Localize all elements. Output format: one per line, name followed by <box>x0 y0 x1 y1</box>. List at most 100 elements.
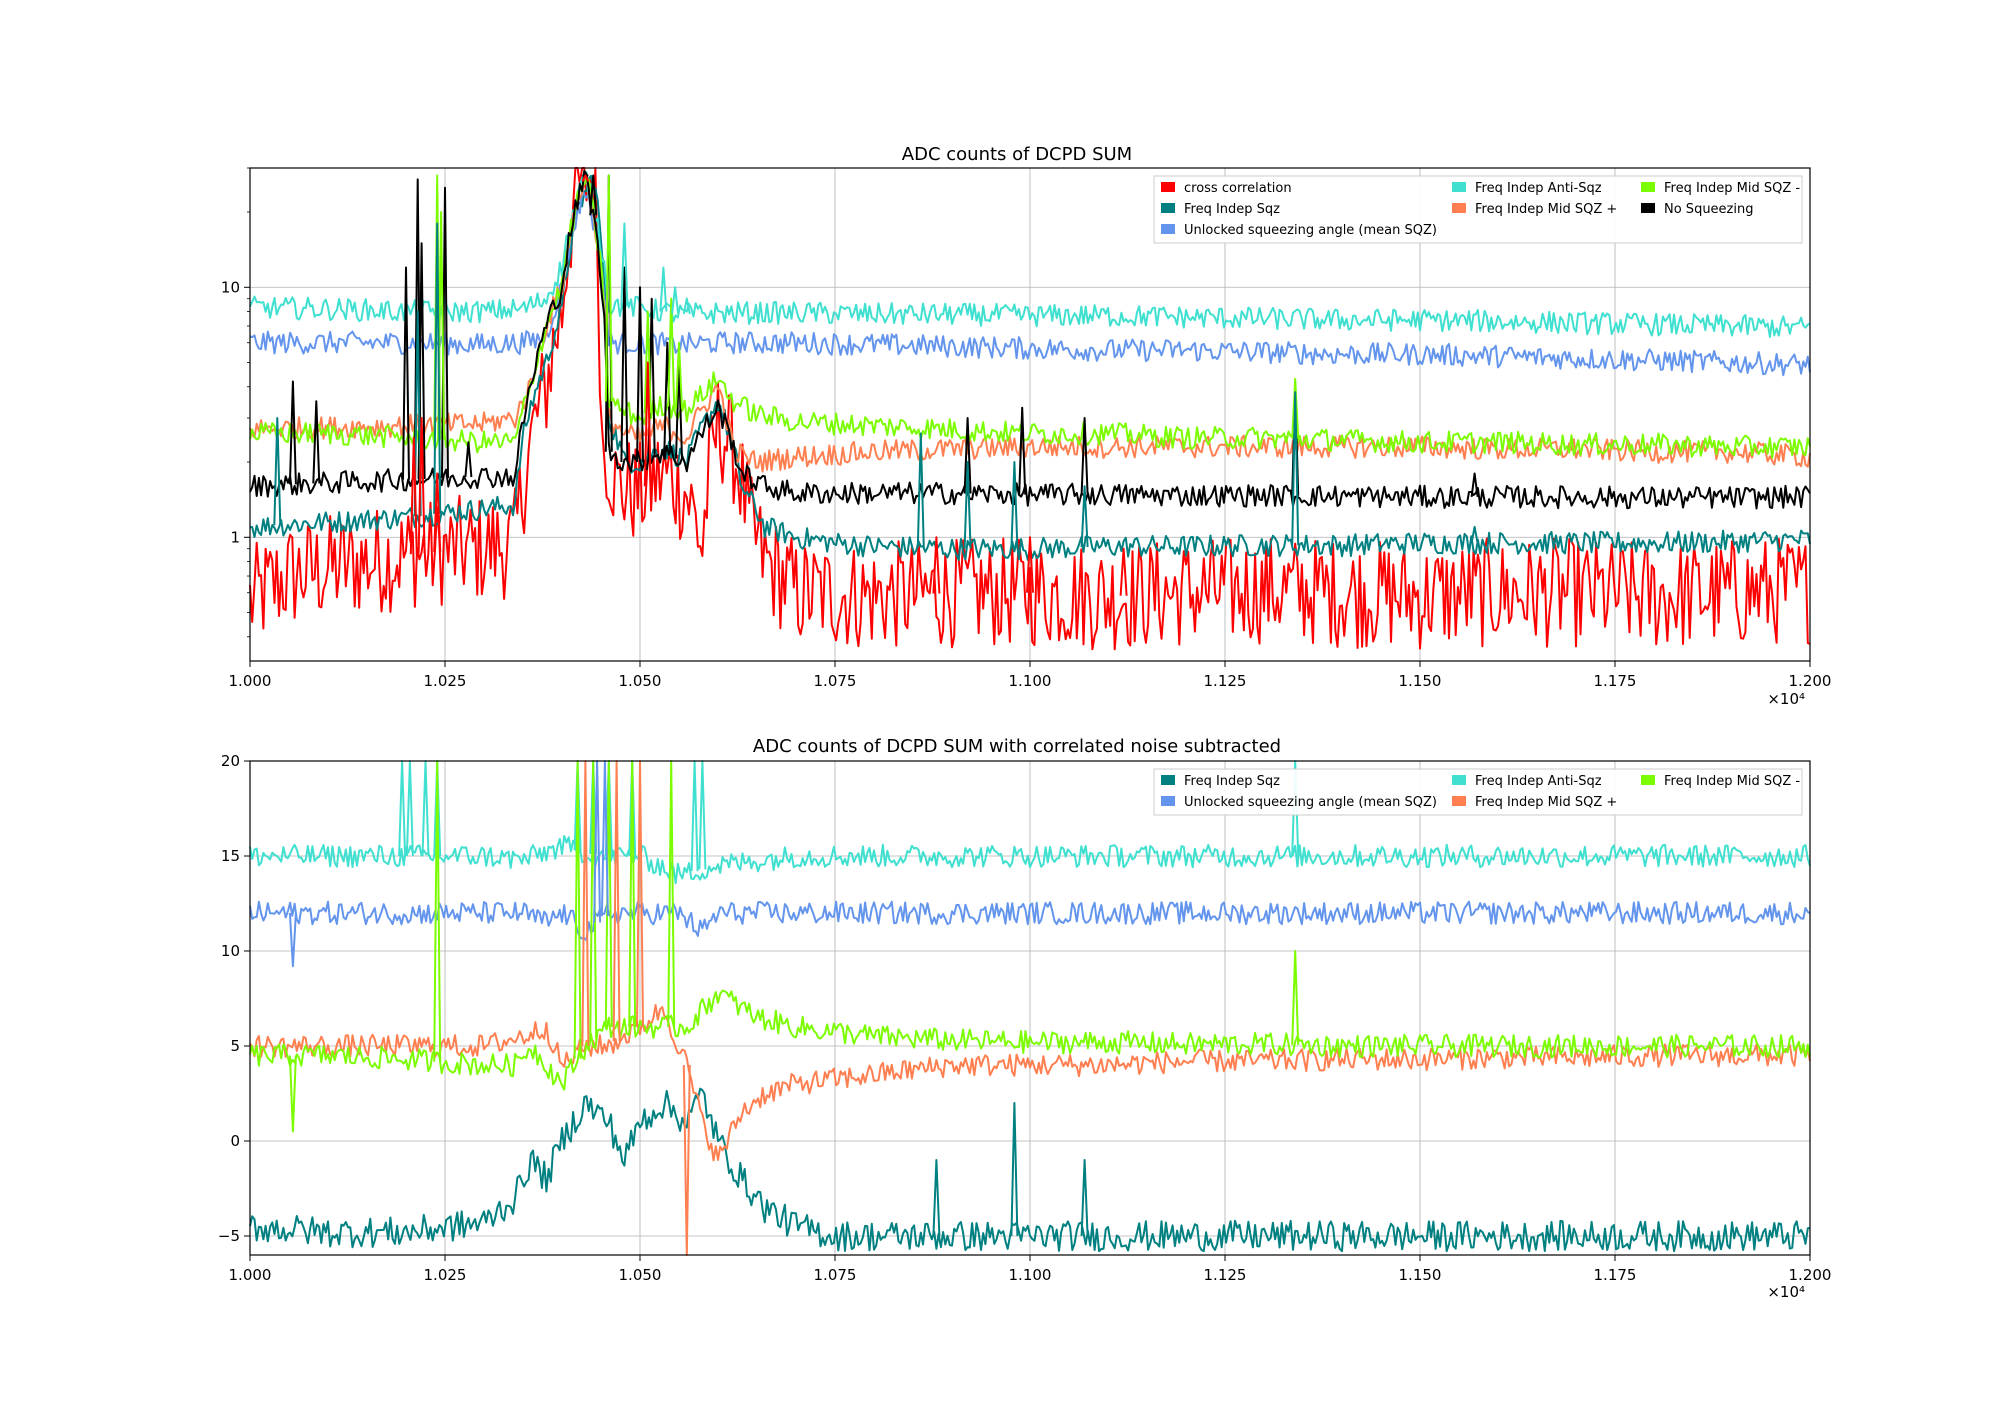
x-tick-label: 1.000 <box>229 672 272 690</box>
x-tick-label: 1.125 <box>1204 672 1247 690</box>
legend-entry-anti-sqz: Freq Indep Anti-Sqz <box>1452 774 1602 789</box>
x-tick-label: 1.025 <box>424 672 467 690</box>
legend-swatch <box>1161 775 1175 785</box>
top-chart-title: ADC counts of DCPD SUM <box>902 144 1132 165</box>
x-tick-label: 1.200 <box>1789 1266 1832 1284</box>
legend-label: Freq Indep Mid SQZ - <box>1664 774 1800 789</box>
spike-no-squeezing <box>636 286 644 463</box>
spike-freq-indep-mid-sqz- <box>581 760 590 1047</box>
legend-label: Unlocked squeezing angle (mean SQZ) <box>1184 795 1437 810</box>
bottom-chart-title: ADC counts of DCPD SUM with correlated n… <box>753 736 1281 757</box>
series-line-freq-indep-anti-sqz <box>249 171 1811 338</box>
series-line-freq-indep-anti-sqz <box>249 835 1811 885</box>
legend-swatch <box>1452 182 1466 192</box>
top-chart-y-ticks: 1 10 <box>221 167 250 638</box>
spike-unlocked-squeezing-angle-mean-sqz- <box>288 912 297 968</box>
top-chart-legend-box <box>1153 175 1803 244</box>
spike-cross-correlation <box>1119 547 1128 596</box>
legend-label: Freq Indep Anti-Sqz <box>1475 774 1602 789</box>
y-tick-label: 5 <box>230 1037 240 1055</box>
spike-unlocked-squeezing-angle-mean-sqz- <box>600 760 609 917</box>
x-tick-label: 1.150 <box>1399 1266 1442 1284</box>
legend-label: Freq Indep Sqz <box>1184 774 1280 789</box>
series-line-cross-correlation <box>249 167 1811 651</box>
spike-freq-indep-mid-sqz- <box>667 297 676 407</box>
legend-swatch <box>1452 796 1466 806</box>
series-line-freq-indep-sqz <box>249 1087 1811 1253</box>
spike-freq-indep-mid-sqz- <box>1291 950 1300 1045</box>
legend-swatch <box>1161 224 1175 234</box>
spike-freq-indep-sqz <box>433 222 442 514</box>
top-chart: ADC counts of DCPD SUM 1.000 1.025 1.050 1.… <box>221 144 1832 708</box>
spike-freq-indep-mid-sqz- <box>604 174 613 402</box>
spike-cross-correlation <box>932 536 941 594</box>
y-tick-label: 0 <box>230 1132 240 1150</box>
legend-entry-mid-sqz-plus: Freq Indep Mid SQZ + <box>1452 202 1617 217</box>
x-tick-label: 1.200 <box>1789 672 1832 690</box>
x-tick-label: 1.050 <box>619 1266 662 1284</box>
legend-swatch <box>1641 775 1655 785</box>
spike-freq-indep-anti-sqz <box>620 222 629 307</box>
spike-no-squeezing <box>288 380 297 485</box>
spike-freq-indep-anti-sqz <box>690 760 699 872</box>
legend-swatch <box>1161 796 1175 806</box>
y-tick-label: 1 <box>230 528 240 546</box>
legend-entry-freq-indep-sqz: Freq Indep Sqz <box>1161 202 1280 217</box>
spike-no-squeezing <box>620 266 629 463</box>
top-chart-legend: cross correlation Freq Indep Sqz Unlocke… <box>1153 175 1803 244</box>
spike-freq-indep-sqz <box>1010 1102 1019 1237</box>
spike-freq-indep-anti-sqz <box>398 760 407 857</box>
spike-freq-indep-mid-sqz- <box>667 760 676 1028</box>
x-tick-label: 1.000 <box>229 1266 272 1284</box>
legend-entry-cross-correlation: cross correlation <box>1161 181 1292 196</box>
spike-freq-indep-sqz <box>413 310 422 517</box>
legend-entry-mid-sqz-minus: Freq Indep Mid SQZ - <box>1641 774 1800 789</box>
y-tick-label: 15 <box>221 847 240 865</box>
legend-label: Freq Indep Anti-Sqz <box>1475 181 1602 196</box>
spike-no-squeezing <box>1470 472 1479 498</box>
legend-entry-no-squeezing: No Squeezing <box>1641 202 1753 217</box>
spike-freq-indep-mid-sqz- <box>682 1064 691 1256</box>
y-tick-label: 10 <box>221 942 240 960</box>
x-tick-label: 1.175 <box>1594 1266 1637 1284</box>
spike-cross-correlation <box>1026 536 1034 593</box>
legend-label: Freq Indep Mid SQZ + <box>1475 795 1617 810</box>
x-tick-label: 1.175 <box>1594 672 1637 690</box>
x-tick-label: 1.075 <box>814 1266 857 1284</box>
series-line-unlocked-squeezing-angle-mean-sqz- <box>249 900 1811 942</box>
bottom-chart-y-ticks: −5 0 5 10 15 20 <box>218 752 250 1245</box>
spike-freq-indep-sqz <box>1291 391 1300 546</box>
x-tick-label: 1.125 <box>1204 1266 1247 1284</box>
spike-freq-indep-mid-sqz- <box>643 310 652 414</box>
spike-cross-correlation <box>643 361 652 487</box>
y-tick-label: −5 <box>218 1227 240 1245</box>
legend-swatch <box>1452 203 1466 213</box>
legend-swatch <box>1641 203 1655 213</box>
x-tick-label: 1.025 <box>424 1266 467 1284</box>
spike-no-squeezing <box>663 341 672 454</box>
legend-label: Freq Indep Mid SQZ - <box>1664 181 1800 196</box>
legend-swatch <box>1452 775 1466 785</box>
bottom-chart-legend: Freq Indep Sqz Unlocked squeezing angle … <box>1153 768 1803 816</box>
spike-cross-correlation <box>433 472 442 552</box>
spike-freq-indep-sqz <box>1080 1159 1089 1237</box>
spike-freq-indep-anti-sqz <box>405 760 414 857</box>
legend-swatch <box>1641 182 1655 192</box>
spike-freq-indep-sqz <box>963 461 972 549</box>
spike-no-squeezing <box>312 400 321 484</box>
spike-freq-indep-anti-sqz <box>698 760 707 870</box>
series-line-freq-indep-mid-sqz- <box>249 989 1811 1091</box>
series-line-freq-indep-mid-sqz- <box>249 1004 1811 1162</box>
spike-no-squeezing <box>963 417 972 494</box>
legend-entry-mid-sqz-minus: Freq Indep Mid SQZ - <box>1641 181 1800 196</box>
legend-entry-anti-sqz: Freq Indep Anti-Sqz <box>1452 181 1602 196</box>
legend-label: No Squeezing <box>1664 202 1753 217</box>
y-tick-label: 20 <box>221 752 240 770</box>
y-tick-label: 10 <box>221 278 240 296</box>
legend-label: cross correlation <box>1184 181 1292 196</box>
legend-entry-unlocked: Unlocked squeezing angle (mean SQZ) <box>1161 223 1437 238</box>
spike-freq-indep-anti-sqz <box>671 286 680 314</box>
spike-no-squeezing <box>464 441 473 478</box>
